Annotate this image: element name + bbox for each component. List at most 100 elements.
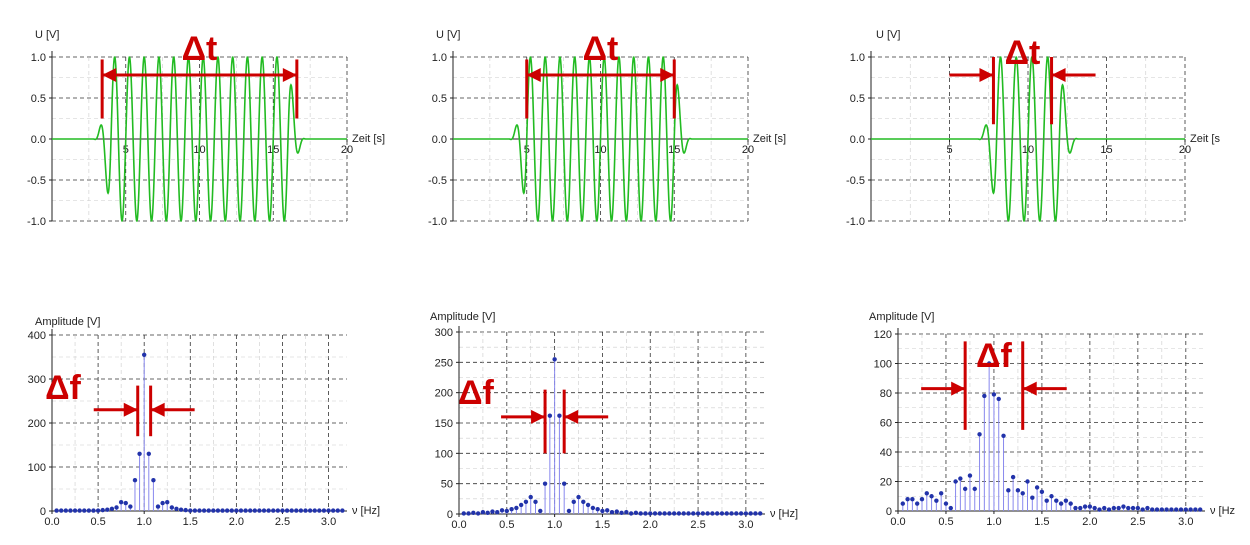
spectrum-point xyxy=(667,511,672,516)
spectrum-point xyxy=(624,509,629,515)
y-tick-label: 20 xyxy=(880,477,892,489)
spectrum-point xyxy=(943,501,949,506)
spectrum-point xyxy=(657,511,663,516)
spectrum-point xyxy=(900,501,905,506)
x-tick-label: 0.5 xyxy=(499,519,514,531)
spectrum-point xyxy=(132,478,138,483)
spectrum-point xyxy=(266,508,271,513)
spectrum-point xyxy=(248,508,253,513)
spectrum-point xyxy=(326,508,331,513)
spectrum-point xyxy=(695,511,701,516)
y-tick-label: 200 xyxy=(435,388,453,400)
spectrum-point xyxy=(485,510,490,515)
spectrum-point xyxy=(1111,505,1117,511)
span-arrowhead-right xyxy=(1022,381,1037,396)
spectrum-point xyxy=(600,508,605,514)
x-tick-label: 15 xyxy=(1100,144,1112,156)
x-tick-label: 2.5 xyxy=(275,516,290,528)
span-label: Δt xyxy=(583,30,619,68)
x-tick-label: 2.0 xyxy=(229,516,244,528)
y-tick-label: 0.0 xyxy=(850,134,865,146)
y-axis-label: Amplitude [V] xyxy=(869,311,934,323)
spectrum-point xyxy=(91,508,96,513)
spectrum-point xyxy=(114,505,119,510)
spectrum-point xyxy=(1034,485,1040,490)
spectrum-point xyxy=(991,392,997,397)
spectrum-point xyxy=(1054,498,1059,503)
spectrum-point xyxy=(1145,505,1150,511)
spectrum-point xyxy=(169,505,175,510)
spectrum-point xyxy=(499,508,505,513)
y-tick-label: 1.0 xyxy=(850,52,865,64)
spectrum-point xyxy=(671,511,677,516)
spectrum-point xyxy=(1025,479,1030,484)
spectrum-point xyxy=(552,357,557,362)
x-tick-label: 3.0 xyxy=(738,519,753,531)
spectrum-point xyxy=(643,511,648,516)
span-arrowhead-left xyxy=(102,68,117,83)
span-label: Δf xyxy=(976,337,1012,375)
spectrum-point xyxy=(59,508,64,513)
spectrum-point xyxy=(1116,505,1121,511)
spectrum-point xyxy=(183,507,188,513)
x-tick-label: 2.5 xyxy=(690,519,705,531)
y-tick-label: 250 xyxy=(435,357,453,369)
span-arrowhead-right xyxy=(1051,68,1066,83)
x-tick-label: 2.0 xyxy=(1082,516,1097,528)
spectrum-point xyxy=(461,511,466,516)
spectrum-point xyxy=(1154,507,1160,512)
spectrum-point xyxy=(1135,505,1141,511)
y-tick-label: 0 xyxy=(40,506,46,518)
spectrum-point xyxy=(77,508,82,513)
spectrum-point xyxy=(174,506,179,511)
spectrum-point xyxy=(638,511,643,516)
spectrum-point xyxy=(518,502,524,508)
spectrum-point xyxy=(1039,489,1045,495)
spectrum-point xyxy=(275,508,281,513)
spectrum-point xyxy=(238,508,244,513)
spectrum-point xyxy=(197,508,202,513)
spectrum-point xyxy=(676,511,682,516)
spectrum-point xyxy=(948,505,953,511)
spectrum-point xyxy=(206,508,211,513)
spectrum-point xyxy=(977,432,982,437)
spectrum-point xyxy=(86,508,92,513)
spectrum-point xyxy=(710,511,715,516)
spectrum-point xyxy=(211,508,216,513)
y-tick-label: 100 xyxy=(435,448,453,460)
x-tick-label: 0.5 xyxy=(938,516,953,528)
spectrum-point xyxy=(533,499,538,505)
spectrum-point xyxy=(1020,491,1025,496)
span-arrowhead-right xyxy=(150,402,165,417)
y-axis-label: U [V] xyxy=(876,29,900,41)
spectrum-point xyxy=(972,486,977,492)
spectrum-point xyxy=(962,486,968,492)
span-arrowhead-left xyxy=(526,68,541,83)
spectrum-point xyxy=(298,508,304,513)
spectrum-point xyxy=(284,508,290,513)
x-axis-label: ν [Hz xyxy=(1210,505,1235,517)
spectrum-point xyxy=(743,511,749,516)
spectrum-point xyxy=(490,509,495,514)
chart-panel-6: 120 100 80 60 40 20 00.0 0.5 1.0 1.5 2.0 2.5 3.0 Ampl… xyxy=(869,311,1235,528)
spectrum-point xyxy=(919,497,925,502)
y-tick-label: 150 xyxy=(435,418,453,430)
spectrum-point xyxy=(312,508,317,513)
spectrum-point xyxy=(1169,507,1174,512)
y-tick-label: -0.5 xyxy=(428,175,447,187)
spectrum-point xyxy=(571,499,576,505)
y-tick-label: -0.5 xyxy=(27,175,46,187)
spectrum-point xyxy=(681,511,686,516)
chart-panel-1: 1.00.50.0-0.5-1.05 10 15 20U [V]Zeit [s]Δt xyxy=(27,29,385,228)
spectrum-point xyxy=(243,508,248,513)
spectrum-point xyxy=(734,511,739,516)
spectrum-point xyxy=(1092,505,1097,511)
spectrum-point xyxy=(1102,505,1107,511)
y-tick-label: 1.0 xyxy=(31,52,46,64)
x-axis-label: ν [Hz] xyxy=(770,508,798,520)
spectrum-point xyxy=(705,511,710,516)
spectrum-point xyxy=(714,511,720,516)
x-axis-label: ν [Hz] xyxy=(352,505,380,517)
spectrum-point xyxy=(188,508,193,513)
spectrum-point xyxy=(1183,507,1189,512)
